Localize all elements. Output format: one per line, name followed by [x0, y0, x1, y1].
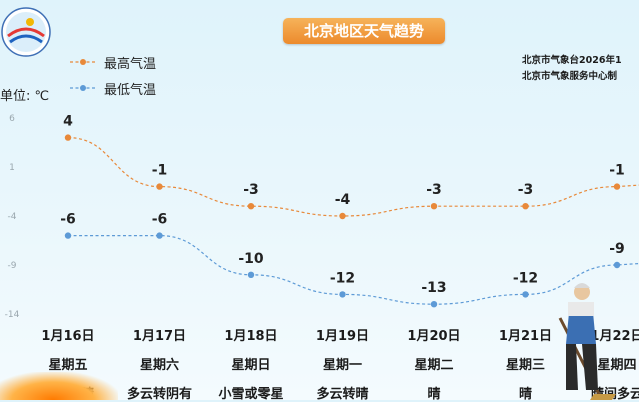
day-weekday: 星期四 — [597, 358, 637, 373]
low-temp-point — [64, 232, 72, 239]
high-temp-point — [430, 203, 438, 210]
high-temp-label: -3 — [426, 182, 442, 198]
day-weekday: 星期三 — [505, 358, 545, 373]
low-temp-label: -13 — [421, 280, 446, 296]
high-temp-point — [64, 134, 72, 141]
high-temp-point — [339, 212, 346, 220]
high-temp-label: -1 — [152, 163, 168, 179]
source-line-1: 北京市气象台2026年1 — [522, 55, 622, 66]
source-line-2: 北京市气象服务中心制 — [522, 71, 618, 82]
unit-label: 单位: ℃ — [0, 89, 50, 104]
low-temp-label: -6 — [60, 212, 76, 228]
high-temp-label: -4 — [335, 192, 351, 208]
legend-low: 最低气温 — [70, 80, 157, 98]
day-weather: 晴 — [427, 387, 441, 402]
day-date: 1月22日 — [590, 329, 639, 344]
chart-title: 北京地区天气趋势 — [283, 18, 445, 44]
high-temp-label: -3 — [518, 182, 534, 198]
low-temp-label: -12 — [330, 270, 355, 286]
y-tick-label: -4 — [8, 212, 17, 222]
weather-service-logo — [1, 7, 51, 57]
low-temp-point — [613, 261, 621, 269]
legend-high: 最高气温 — [70, 54, 157, 72]
legend-low-label: 最低气温 — [104, 82, 157, 98]
day-date: 1月16日 — [41, 329, 95, 344]
day-weather: 晴 — [518, 387, 532, 402]
low-temp-point — [156, 232, 163, 239]
high-temp-point — [522, 203, 529, 210]
high-temp-label: -1 — [609, 163, 625, 179]
high-temp-point — [247, 203, 255, 210]
low-temp-label: -12 — [513, 270, 538, 286]
day-date: 1月20日 — [407, 329, 461, 344]
day-weekday: 星期日 — [231, 358, 271, 373]
low-temp-point — [339, 291, 346, 298]
high-temp-point — [156, 183, 163, 190]
day-weekday: 星期一 — [322, 358, 362, 373]
y-tick-label: 1 — [9, 163, 15, 173]
y-tick-label: 6 — [9, 114, 15, 124]
low-temp-point — [247, 271, 255, 278]
low-temp-point — [430, 301, 438, 308]
day-date: 1月19日 — [315, 329, 370, 344]
low-temp-label: -9 — [609, 241, 625, 257]
day-weather: 多云转阴有 — [126, 387, 192, 402]
day-weekday: 星期六 — [139, 358, 179, 373]
day-weekday: 星期五 — [48, 358, 88, 373]
day-date: 1月21日 — [498, 329, 553, 344]
legend-high-swatch — [70, 59, 96, 65]
high-temp-label: -3 — [243, 182, 259, 198]
day-weather: 多云转晴 — [316, 387, 369, 402]
day-date: 1月17日 — [132, 329, 187, 344]
y-tick-label: -9 — [8, 261, 17, 271]
day-date: 1月18日 — [224, 329, 278, 344]
day-weather: 小雪或零星 — [218, 387, 284, 402]
low-temp-label: -10 — [238, 251, 264, 267]
flame-decoration — [0, 372, 118, 400]
legend-high-label: 最高气温 — [104, 56, 157, 72]
day-weekday: 星期二 — [414, 358, 454, 373]
sweeper-figure-icon — [558, 283, 616, 400]
high-temp-point — [613, 183, 621, 190]
high-temp-label: 4 — [63, 114, 73, 130]
y-tick-label: -14 — [5, 310, 20, 320]
low-temp-label: -6 — [152, 212, 168, 228]
low-temp-point — [522, 291, 529, 298]
legend-low-swatch — [70, 85, 96, 91]
